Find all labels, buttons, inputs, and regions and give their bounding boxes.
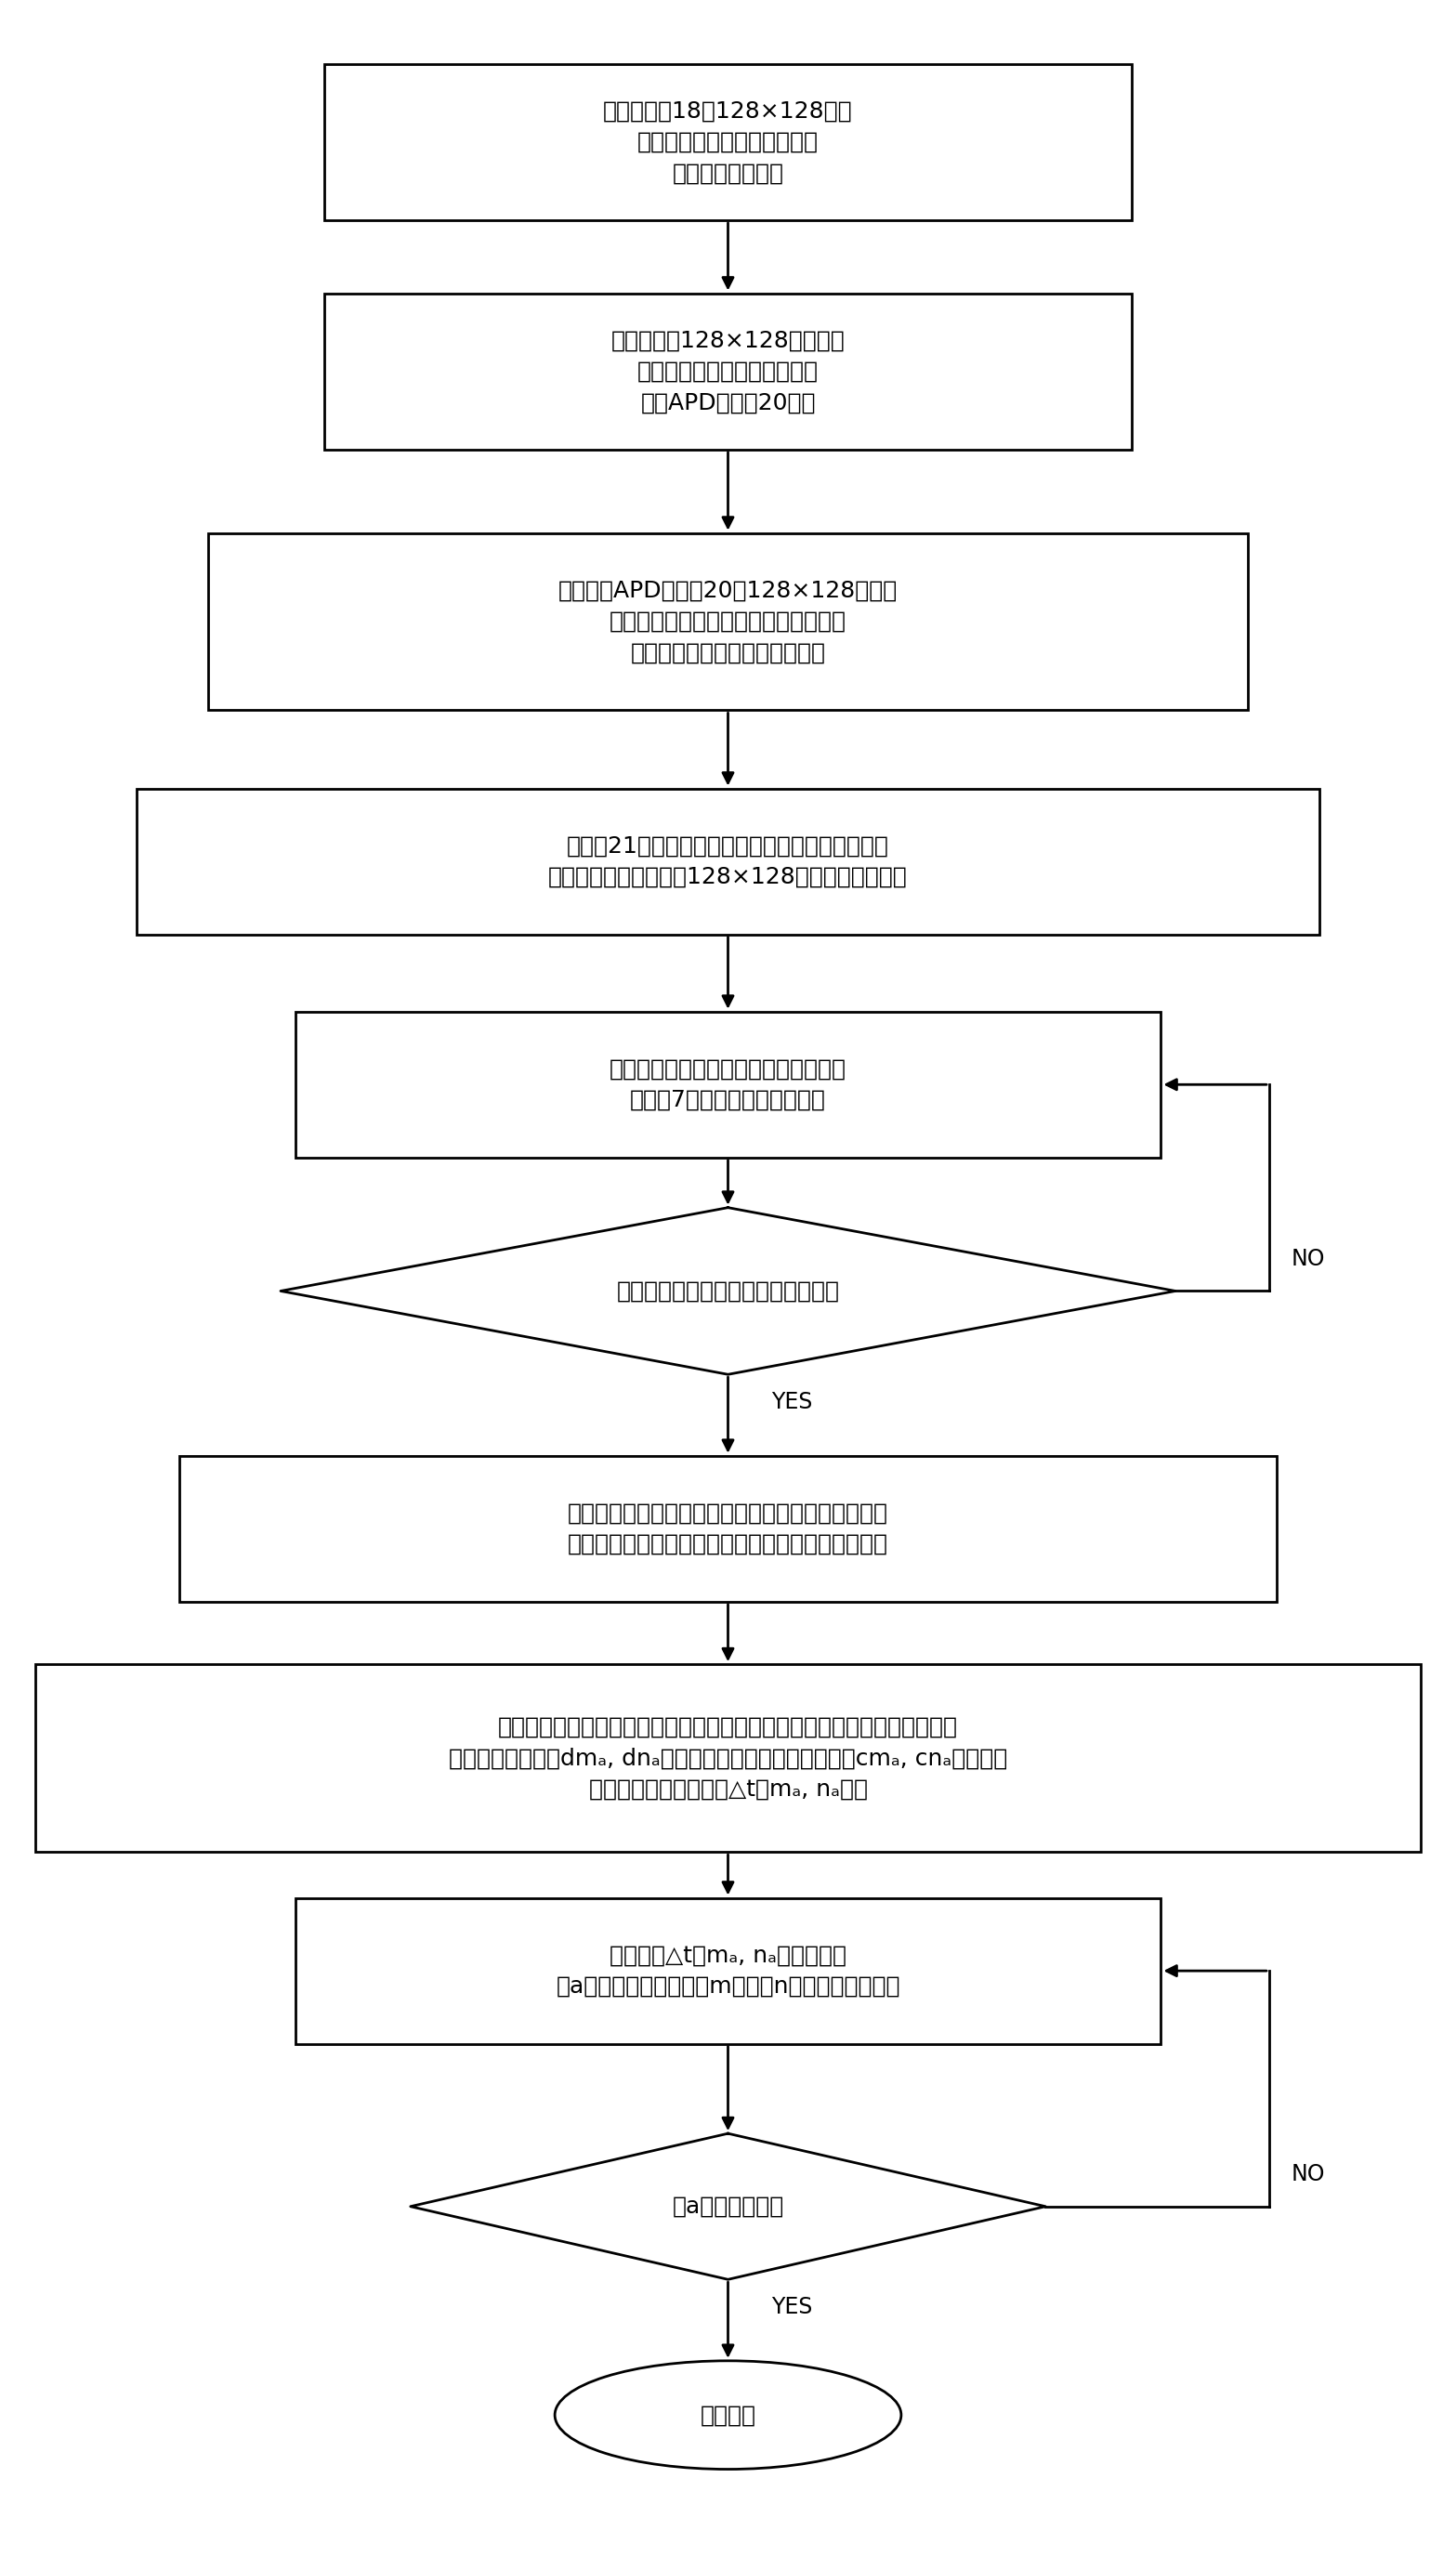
Text: YES: YES <box>772 2296 812 2319</box>
FancyBboxPatch shape <box>296 1897 1160 2043</box>
FancyBboxPatch shape <box>137 788 1319 933</box>
Text: 根据当前解调信号脉冲序列的标记调取相应的调制信号序列，计算出位于当
前解调信号脉冲（dmₐ, dnₐ）之前且紧邻的调制信号脉冲（cmₐ, cnₐ）与当前
解调信: 根据当前解调信号脉冲序列的标记调取相应的调制信号序列，计算出位于当 前解调信号脉… <box>448 1716 1008 1800</box>
Polygon shape <box>281 1207 1175 1376</box>
FancyBboxPatch shape <box>179 1455 1277 1601</box>
Text: 第a帧矩阵已满？: 第a帧矩阵已满？ <box>673 2196 783 2217</box>
Ellipse shape <box>555 2360 901 2470</box>
Text: YES: YES <box>772 1391 812 1414</box>
FancyBboxPatch shape <box>296 1013 1160 1158</box>
Polygon shape <box>411 2133 1045 2278</box>
FancyBboxPatch shape <box>323 294 1133 450</box>
FancyBboxPatch shape <box>323 64 1133 220</box>
Text: 面阵激光器18的128×128单元
根据各自调制信号向目标区域
发射脉冲激光序列: 面阵激光器18的128×128单元 根据各自调制信号向目标区域 发射脉冲激光序列 <box>603 100 853 184</box>
Text: 延迟线解码模块根据预先设定的调制信
息形成7个队列，并在末端混合: 延迟线解码模块根据预先设定的调制信 息形成7个队列，并在末端混合 <box>610 1059 846 1112</box>
Text: NO: NO <box>1291 2163 1325 2186</box>
Text: 结束探测: 结束探测 <box>700 2404 756 2427</box>
Text: 将时间差△t（mₐ, nₐ）作为当前
第a帧距离数值矩阵中第m行，第n列的元素进行保存: 将时间差△t（mₐ, nₐ）作为当前 第a帧距离数值矩阵中第m行，第n列的元素进… <box>556 1943 900 1997</box>
Text: 符合该方位角区域的调制信号出现？: 符合该方位角区域的调制信号出现？ <box>616 1281 840 1302</box>
FancyBboxPatch shape <box>35 1665 1421 1851</box>
Text: 解调器21将电脉冲序列沿着信道总线实时传输至负
责各方位角独立解调的128×128个延迟线解码模块: 解调器21将电脉冲序列沿着信道总线实时传输至负 责各方位角独立解调的128×12… <box>549 834 907 887</box>
Text: 发送高电平至多工器，多工器根据解码模块的具体地
址，输出带有标记当前脉冲所属方位信息的脉冲序列: 发送高电平至多工器，多工器根据解码模块的具体地 址，输出带有标记当前脉冲所属方位… <box>568 1501 888 1555</box>
Text: 激光脉冲经128×128个对应方
位角的目标区域反射后由高灵
敏度APD探测器20接收: 激光脉冲经128×128个对应方 位角的目标区域反射后由高灵 敏度APD探测器2… <box>612 330 844 414</box>
Text: NO: NO <box>1291 1248 1325 1271</box>
FancyBboxPatch shape <box>208 532 1248 711</box>
Text: 高灵敏度APD探测器20将128×128个方位
角反射的激光脉冲回波转换并混合产生
一路固定脉宽的电信号脉冲序列: 高灵敏度APD探测器20将128×128个方位 角反射的激光脉冲回波转换并混合产… <box>558 580 898 665</box>
